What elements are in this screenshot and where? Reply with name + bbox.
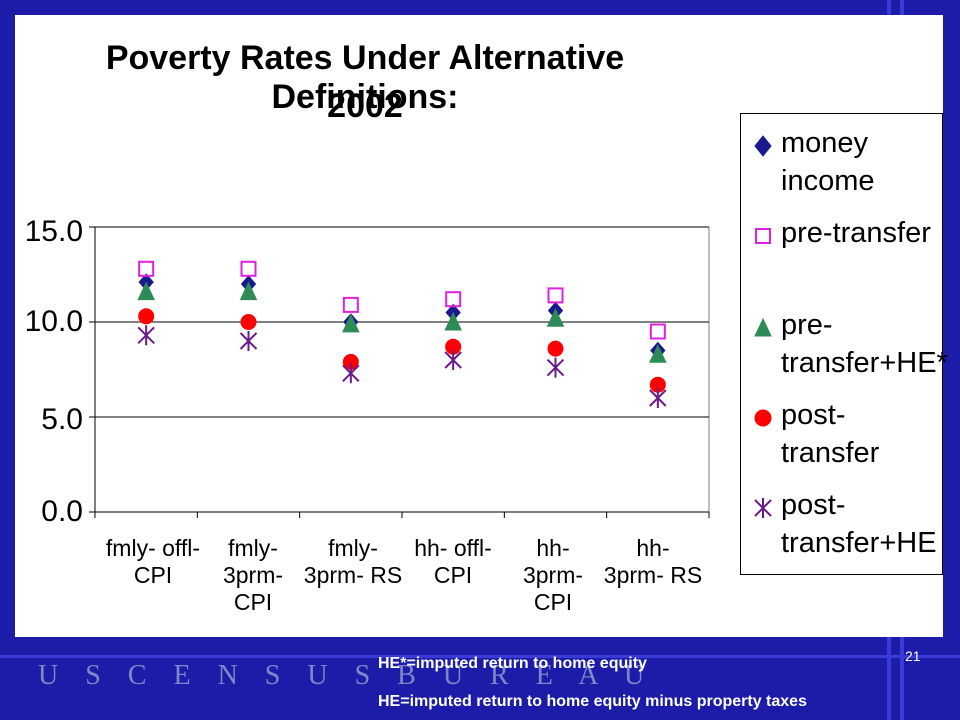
x-tick-label: hh- offl- CPI	[414, 535, 492, 588]
data-point-pre-transfer-he	[546, 308, 565, 327]
chart-title: Poverty Rates Under Alternative Definiti…	[105, 39, 625, 116]
legend-label: pre-transfer	[781, 217, 931, 249]
decor-line-bottom	[0, 655, 960, 658]
y-tick-label: 15.0	[24, 215, 83, 248]
data-point-pre-transfer-he	[137, 281, 155, 301]
legend-item: post-transfer	[751, 396, 941, 472]
data-point-post-transfer-he	[649, 388, 667, 408]
asterisk-icon	[754, 498, 772, 518]
y-tick-label: 10.0	[24, 305, 83, 338]
data-point-pre-transfer-he	[342, 313, 360, 333]
legend-item: money income	[751, 124, 941, 200]
y-tick-label: 5.0	[41, 403, 83, 436]
data-point-post-transfer	[138, 308, 155, 325]
footnote-he-star: HE*=imputed return to home equity	[378, 655, 647, 672]
legend-item: pre-transfer	[751, 214, 941, 252]
data-point-post-transfer-he	[444, 350, 462, 370]
legend-label: pre- transfer+HE*	[781, 309, 948, 379]
square-icon	[755, 228, 771, 244]
legend-label: money income	[781, 127, 875, 197]
data-point-pre-transfer-he	[649, 344, 667, 363]
data-point-pre-transfer	[240, 260, 257, 277]
triangle-icon	[754, 317, 772, 337]
data-point-pre-transfer-he	[239, 281, 258, 301]
chart-plot	[89, 226, 710, 518]
data-point-post-transfer-he	[546, 357, 565, 378]
chart-subtitle: 2002	[327, 87, 403, 125]
legend-item: post- transfer+HE	[751, 486, 941, 562]
data-point-post-transfer	[547, 340, 564, 357]
x-tick-label: hh- 3prm- CPI	[522, 535, 584, 615]
x-tick-label: fmly- 3prm- RS	[303, 535, 403, 588]
chart-legend: money income pre-transfer pre- transfer+…	[740, 113, 948, 575]
plot-area	[94, 226, 710, 513]
x-tick-label: fmly- 3prm- CPI	[222, 535, 284, 615]
census-wordmark: U S C E N S U S B U R E A U	[38, 660, 655, 691]
x-tick-label: hh- 3prm- RS	[603, 535, 703, 588]
data-point-pre-transfer	[138, 260, 155, 277]
data-point-post-transfer-he	[342, 363, 360, 384]
data-point-pre-transfer	[445, 291, 462, 308]
legend-label: post- transfer+HE	[781, 489, 937, 559]
data-point-post-transfer-he	[239, 331, 258, 351]
data-point-pre-transfer-he	[444, 311, 462, 331]
footnote-he: HE=imputed return to home equity minus p…	[378, 693, 807, 710]
x-tick-label: fmly- offl- CPI	[105, 535, 201, 588]
data-point-post-transfer	[240, 314, 257, 330]
data-point-pre-transfer	[649, 323, 666, 340]
diamond-icon	[754, 135, 772, 157]
page-number: 21	[905, 648, 921, 664]
legend-label: post-transfer	[781, 399, 880, 469]
y-tick-label: 0.0	[41, 495, 83, 528]
legend-item: pre- transfer+HE*	[751, 306, 948, 382]
circle-icon	[754, 409, 772, 427]
slide-panel: Poverty Rates Under Alternative Definiti…	[15, 15, 948, 637]
data-point-pre-transfer	[547, 287, 564, 304]
data-point-post-transfer-he	[137, 325, 155, 346]
data-point-pre-transfer	[342, 296, 359, 313]
